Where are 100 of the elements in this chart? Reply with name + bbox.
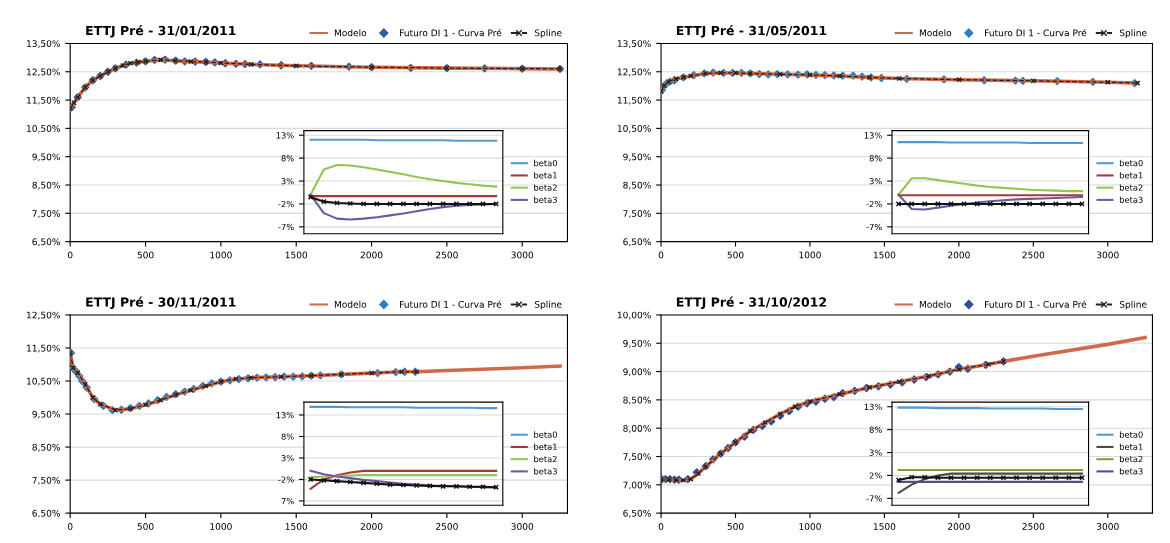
y-tick-label: 3% [281, 454, 294, 462]
y-tick-label: 3% [281, 178, 294, 185]
y-tick-label: 3% [869, 449, 882, 456]
y-tick-label: 6,50% [32, 509, 60, 518]
legend-label: beta3 [1119, 196, 1143, 203]
x-tick-label: 3000 [511, 251, 534, 259]
legend-label: Modelo [919, 300, 952, 308]
x-tick-label: 3000 [511, 523, 534, 530]
y-tick-label: 9,50% [623, 153, 651, 162]
x-tick-label: 500 [137, 251, 154, 259]
x-tick-label: 2000 [948, 251, 970, 259]
x-tick-label: 3000 [1096, 251, 1119, 259]
legend-label: beta0 [534, 159, 557, 167]
y-tick-label: 10,50% [27, 125, 60, 133]
y-tick-label: 8,50% [623, 396, 651, 405]
y-tick-label: 12,50% [617, 68, 651, 77]
legend-label: Futuro DI 1 - Curva Pré [985, 28, 1087, 37]
x-tick-label: 0 [658, 523, 664, 530]
y-tick-label: 13% [864, 403, 882, 411]
legend-label: beta3 [534, 196, 557, 203]
y-tick-label: 11,50% [27, 344, 60, 353]
y-tick-label: -7% [866, 223, 882, 231]
y-tick-label: 6,50% [32, 238, 60, 247]
y-tick-label: 7,00% [623, 481, 651, 490]
y-tick-label: 13% [276, 412, 294, 419]
x-tick-label: 1500 [285, 523, 308, 530]
legend-label: Spline [534, 29, 562, 39]
legend-label: beta1 [1119, 443, 1143, 450]
y-tick-label: 6,50% [623, 509, 651, 518]
y-tick-label: 8% [869, 155, 882, 162]
legend-label: beta0 [534, 431, 557, 438]
y-tick-label: 13% [864, 132, 882, 139]
legend-label: Futuro DI 1 - Curva Pré [400, 300, 502, 308]
x-tick-label: 500 [137, 523, 154, 530]
y-tick-label: 8% [281, 155, 294, 162]
legend-label: beta1 [534, 172, 557, 179]
y-tick-label: -2% [278, 200, 294, 208]
x-tick-label: 2500 [436, 523, 458, 530]
y-tick-label: 9,00% [623, 368, 651, 377]
chart-title: ETTJ Pré - 31/10/2012 [676, 296, 826, 310]
y-tick-label: 12,50% [27, 311, 60, 320]
legend-label: Modelo [919, 29, 952, 37]
x-tick-label: 2500 [1022, 523, 1045, 530]
x-tick-label: 2000 [948, 523, 970, 530]
chart-title: ETTJ Pré - 31/01/2011 [86, 25, 236, 38]
legend-label: beta0 [1119, 431, 1143, 438]
legend-label: Futuro DI 1 - Curva Pré [985, 300, 1087, 308]
legend-label: beta2 [1119, 184, 1143, 191]
x-tick-label: 3000 [1096, 523, 1119, 530]
y-tick-label: 10,00% [617, 311, 651, 320]
legend-label: beta2 [534, 455, 557, 463]
y-tick-label: 7,50% [623, 453, 651, 461]
legend-label: beta1 [1119, 172, 1143, 179]
y-tick-label: 9,50% [623, 339, 651, 348]
y-tick-label: 11,50% [27, 96, 60, 105]
y-tick-label: 10,50% [617, 125, 651, 133]
y-tick-label: -7% [278, 223, 294, 231]
y-tick-label: 7,50% [32, 210, 60, 218]
y-tick-label: 13,50% [27, 40, 60, 48]
legend-label: Modelo [334, 29, 367, 37]
y-tick-label: 6,50% [623, 238, 651, 247]
chart-title: ETTJ Pré - 30/11/2011 [86, 296, 236, 310]
legend-label: beta3 [534, 467, 557, 475]
y-tick-label: -7% [866, 495, 882, 502]
y-tick-label: 11,50% [617, 96, 651, 105]
legend-label: Modelo [334, 300, 367, 308]
y-tick-label: 13% [276, 132, 294, 139]
y-tick-label: 7,50% [32, 476, 60, 485]
y-tick-label: -2% [866, 200, 882, 208]
x-tick-label: 500 [727, 251, 744, 259]
y-tick-label: 7,50% [623, 210, 651, 218]
x-tick-label: 1500 [873, 523, 896, 530]
y-tick-label: 8% [869, 426, 882, 433]
x-tick-label: 0 [67, 523, 73, 530]
x-tick-label: 2500 [436, 251, 458, 259]
y-tick-label: 8,50% [32, 443, 60, 452]
legend-label: beta2 [1119, 455, 1143, 463]
x-tick-label: 0 [67, 251, 73, 259]
y-tick-label: 2% [869, 472, 882, 479]
y-tick-label: 9,50% [32, 410, 60, 419]
y-tick-label: 3% [869, 178, 882, 185]
y-tick-label: 9,50% [32, 153, 60, 162]
y-tick-label: 8,50% [32, 181, 60, 190]
legend-label: beta1 [534, 443, 557, 450]
x-tick-label: 500 [727, 523, 744, 530]
x-tick-label: 1000 [799, 523, 821, 530]
y-tick-label: 8% [281, 433, 294, 440]
y-tick-label: 8,00% [623, 424, 651, 433]
legend-label: Spline [534, 300, 562, 310]
y-tick-label: 7% [281, 497, 294, 505]
y-tick-label: 8,50% [623, 181, 651, 190]
y-tick-label: 10,50% [27, 377, 60, 386]
legend-label: Spline [1119, 29, 1147, 39]
x-tick-label: 1000 [799, 251, 821, 259]
legend-label: Futuro DI 1 - Curva Pré [400, 28, 502, 37]
legend-label: Spline [1119, 300, 1147, 310]
legend-label: beta0 [1119, 159, 1143, 167]
legend-label: beta2 [534, 184, 557, 191]
y-tick-label: 12,50% [27, 68, 60, 77]
x-tick-label: 2500 [1022, 251, 1045, 259]
